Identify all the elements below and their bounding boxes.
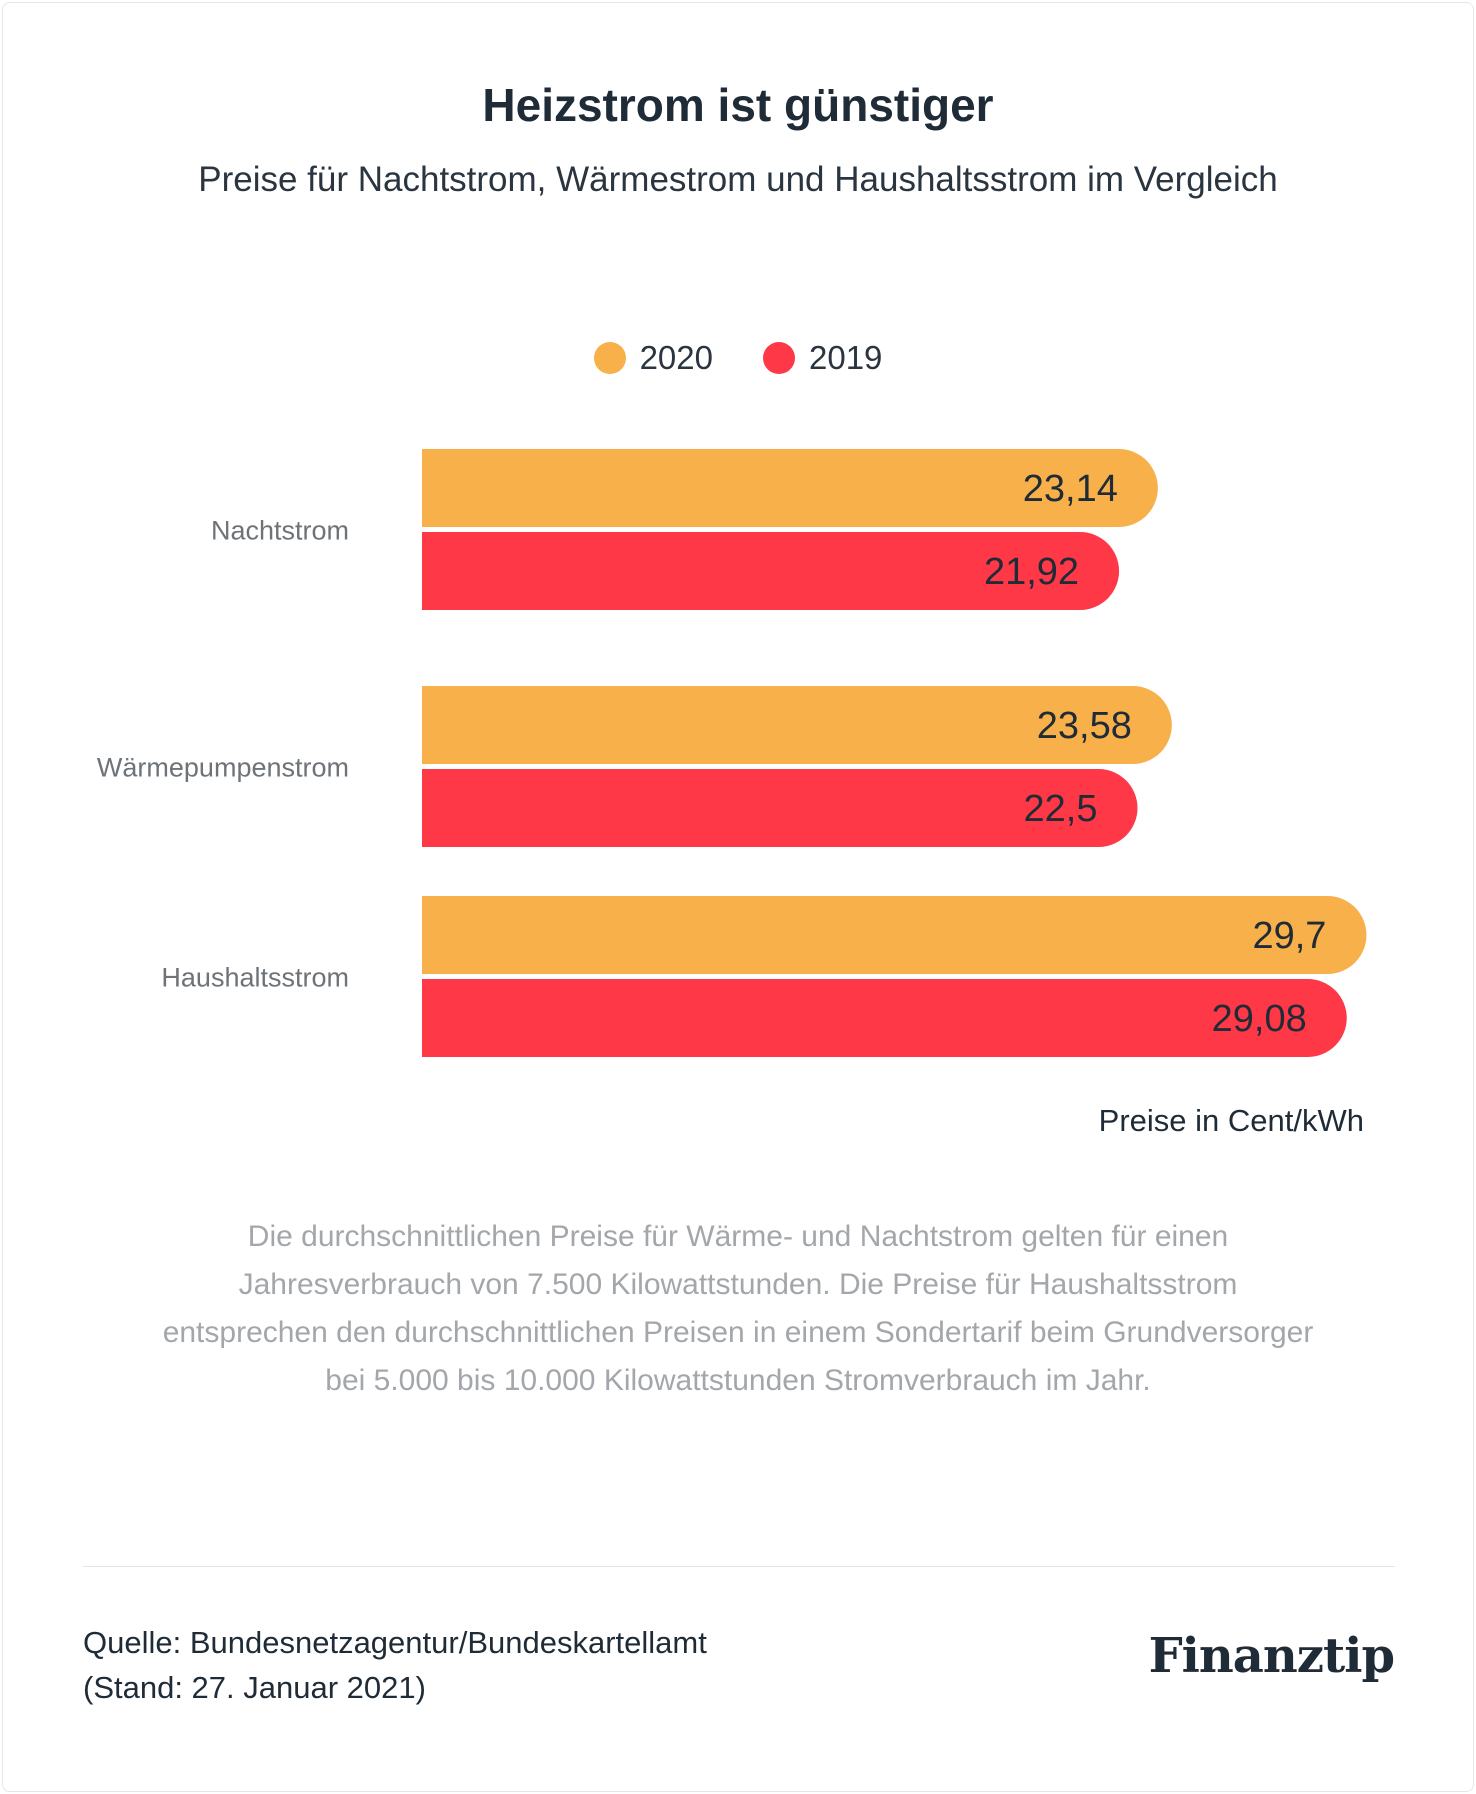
bar-2020 — [422, 896, 1366, 974]
category-label: Wärmepumpenstrom — [97, 753, 349, 783]
divider — [83, 1566, 1395, 1567]
bar-value-label: 22,5 — [1024, 788, 1098, 830]
category-label: Nachtstrom — [211, 516, 349, 546]
bar-value-label: 23,14 — [1023, 468, 1118, 510]
bar-value-label: 21,92 — [984, 551, 1079, 593]
category-label: Haushaltsstrom — [161, 963, 349, 993]
bar-chart: Nachtstrom 23,14 21,92 Wärmepumpenstrom 23,5… — [0, 0, 1476, 1100]
finanztip-logo: Finanztip — [1149, 1628, 1394, 1684]
source-date: (Stand: 27. Januar 2021) — [83, 1665, 707, 1710]
bar-value-label: 29,7 — [1252, 915, 1326, 957]
bar-value-label: 29,08 — [1212, 998, 1307, 1040]
bar-2019 — [422, 979, 1347, 1057]
source-text: Quelle: Bundesnetzagentur/Bundeskartella… — [83, 1620, 707, 1665]
unit-label: Preise in Cent/kWh — [1099, 1103, 1364, 1139]
footnote: Die durchschnittlichen Preise für Wärme-… — [160, 1213, 1316, 1405]
bar-value-label: 23,58 — [1037, 705, 1132, 747]
source-block: Quelle: Bundesnetzagentur/Bundeskartella… — [83, 1620, 707, 1710]
